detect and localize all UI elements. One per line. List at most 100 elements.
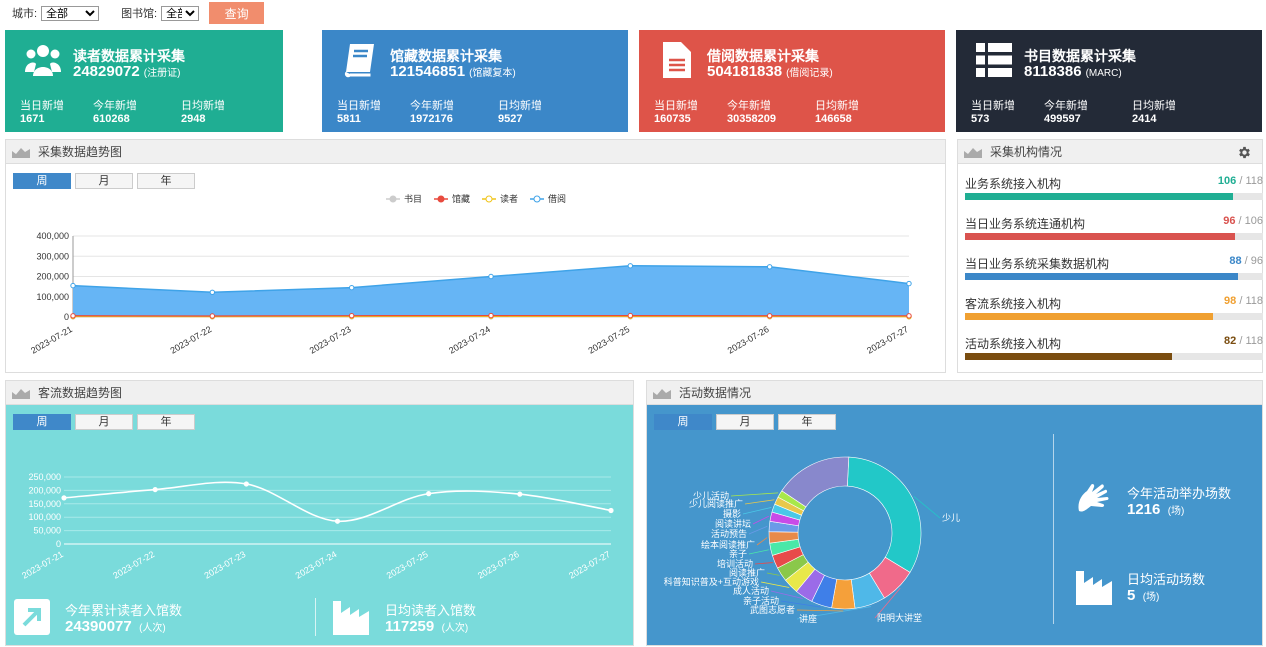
org-label: 活动系统接入机构 [965, 337, 1062, 351]
org-progress-track [965, 313, 1263, 320]
x-tick-label: 2023-07-27 [865, 324, 910, 356]
data-point[interactable] [348, 312, 355, 319]
pie-label: 少儿阅读推广 [689, 498, 743, 509]
pie-slice[interactable] [781, 456, 850, 508]
trend-chart: 0 100,000 200,000 300,000 400,000 2023-07-21 2… [29, 193, 912, 356]
tab-month[interactable]: 月 [75, 173, 133, 189]
card-total: 8118386 (MARC) [1024, 63, 1122, 80]
org-progress-fill [965, 273, 1239, 280]
tab-year[interactable]: 年 [137, 173, 195, 189]
org-label: 当日业务系统连通机构 [965, 217, 1086, 231]
pie-label: 亲子活动 [743, 595, 779, 606]
activity-panel: 活动数据情况 周 月 年 少儿 阳明大讲堂 讲座 武图志愿者 亲子活动 成人活动 科普知识普… [646, 380, 1263, 646]
data-point[interactable] [152, 486, 158, 493]
legend-item[interactable]: 书目 [386, 194, 422, 204]
visitor-line [63, 481, 612, 523]
data-point[interactable] [906, 280, 912, 287]
query-button[interactable]: 查询 [209, 2, 265, 24]
data-point[interactable] [348, 284, 355, 291]
x-tick-label: 2023-07-24 [294, 549, 339, 581]
data-point[interactable] [766, 264, 773, 270]
x-tick-label: 2023-07-22 [111, 549, 156, 581]
org-panel: 采集机构情况 业务系统接入机构 106 / 118 当日业务系统连通机构 96 … [957, 139, 1263, 373]
card-total: 504181838 (借阅记录) [707, 63, 833, 80]
legend-item[interactable]: 馆藏 [434, 193, 470, 204]
svg-text:书目: 书目 [404, 194, 422, 204]
org-progress-fill [965, 353, 1173, 360]
pie-callout-line [760, 581, 790, 588]
visitor-divider [315, 598, 316, 636]
data-point[interactable] [70, 282, 76, 289]
x-tick-label: 2023-07-26 [726, 324, 771, 356]
pie-label: 亲子 [729, 548, 747, 559]
pie-callout-line [756, 537, 768, 546]
data-point[interactable] [488, 312, 494, 319]
data-point[interactable] [243, 481, 249, 487]
trend-panel: 采集数据趋势图 周 月 年 0 100,000 200,000 300,000 400,… [5, 139, 946, 373]
library-select[interactable]: 全部 [161, 5, 200, 21]
data-point[interactable] [61, 495, 67, 501]
pie-callout-line [780, 600, 821, 608]
data-point[interactable] [906, 313, 912, 319]
pie-callout-line [754, 562, 773, 565]
card-title: 读者数据累计采集 [73, 48, 185, 64]
data-point[interactable] [426, 491, 432, 497]
data-point[interactable] [334, 518, 341, 524]
city-select[interactable]: 全部 [41, 5, 100, 21]
y-tick-label: 200,000 [36, 272, 69, 282]
pie-callout-line [748, 525, 768, 535]
data-point[interactable] [209, 289, 216, 295]
tab-week[interactable]: 周 [13, 414, 71, 430]
svg-text:馆藏: 馆藏 [452, 193, 470, 204]
factory-icon [333, 601, 369, 635]
card-stat: 当日新增 5811 [337, 100, 381, 125]
pie-label: 成人活动 [733, 585, 769, 596]
year-activity-unit: (场) [1167, 506, 1185, 517]
org-progress-fill [965, 313, 1213, 320]
daily-activity-label: 日均活动场数 [1127, 572, 1206, 587]
tab-month[interactable]: 月 [716, 414, 774, 430]
data-point[interactable] [627, 312, 634, 319]
stat-card-3: 书目数据累计采集 8118386 (MARC) 当日新增 573 今年新增 499597 日均… [956, 30, 1262, 132]
data-point[interactable] [209, 313, 216, 319]
org-row: 当日业务系统采集数据机构 88 / 96 [965, 255, 1263, 280]
gear-icon[interactable] [1237, 145, 1252, 160]
tab-week[interactable]: 周 [13, 173, 71, 189]
data-point[interactable] [70, 313, 76, 319]
area-chart-icon [12, 388, 30, 399]
pie-callout-line [770, 590, 803, 599]
card-stat: 当日新增 1671 [20, 100, 64, 125]
org-label: 客流系统接入机构 [965, 297, 1062, 311]
org-row: 业务系统接入机构 106 / 118 [965, 175, 1263, 200]
activity-divider [1053, 434, 1054, 624]
pie-callout-line [796, 606, 871, 620]
visitor-chart: 0 50,000 100,000 150,000 200,000 250,000 2023-… [20, 472, 614, 581]
y-tick-label: 300,000 [36, 251, 69, 261]
area-chart-icon [653, 388, 671, 399]
y-tick-label: 100,000 [36, 292, 69, 302]
tab-year[interactable]: 年 [778, 414, 836, 430]
data-point[interactable] [608, 507, 614, 514]
card-stat: 当日新增 573 [971, 100, 1015, 125]
org-progress-track [965, 233, 1263, 240]
tab-week[interactable]: 周 [654, 414, 712, 430]
data-point[interactable] [488, 273, 494, 280]
pie-label: 武图志愿者 [750, 604, 795, 615]
tab-month[interactable]: 月 [75, 414, 133, 430]
y-tick-label: 150,000 [28, 499, 61, 509]
legend-item[interactable]: 借阅 [530, 193, 566, 204]
daily-activity-unit: (场) [1142, 592, 1160, 603]
data-point[interactable] [517, 491, 523, 497]
data-point[interactable] [627, 263, 634, 269]
tab-year[interactable]: 年 [137, 414, 195, 430]
pie-slice[interactable] [847, 456, 922, 573]
legend-item[interactable]: 读者 [482, 193, 518, 204]
x-tick-label: 2023-07-22 [168, 324, 213, 356]
org-progress-track [965, 273, 1263, 280]
pie-label: 阳明大讲堂 [877, 612, 922, 623]
data-point[interactable] [766, 313, 773, 319]
org-count: 98 / 118 [1224, 295, 1263, 307]
x-tick-label: 2023-07-25 [385, 549, 430, 581]
series-area-借阅 [73, 265, 909, 317]
